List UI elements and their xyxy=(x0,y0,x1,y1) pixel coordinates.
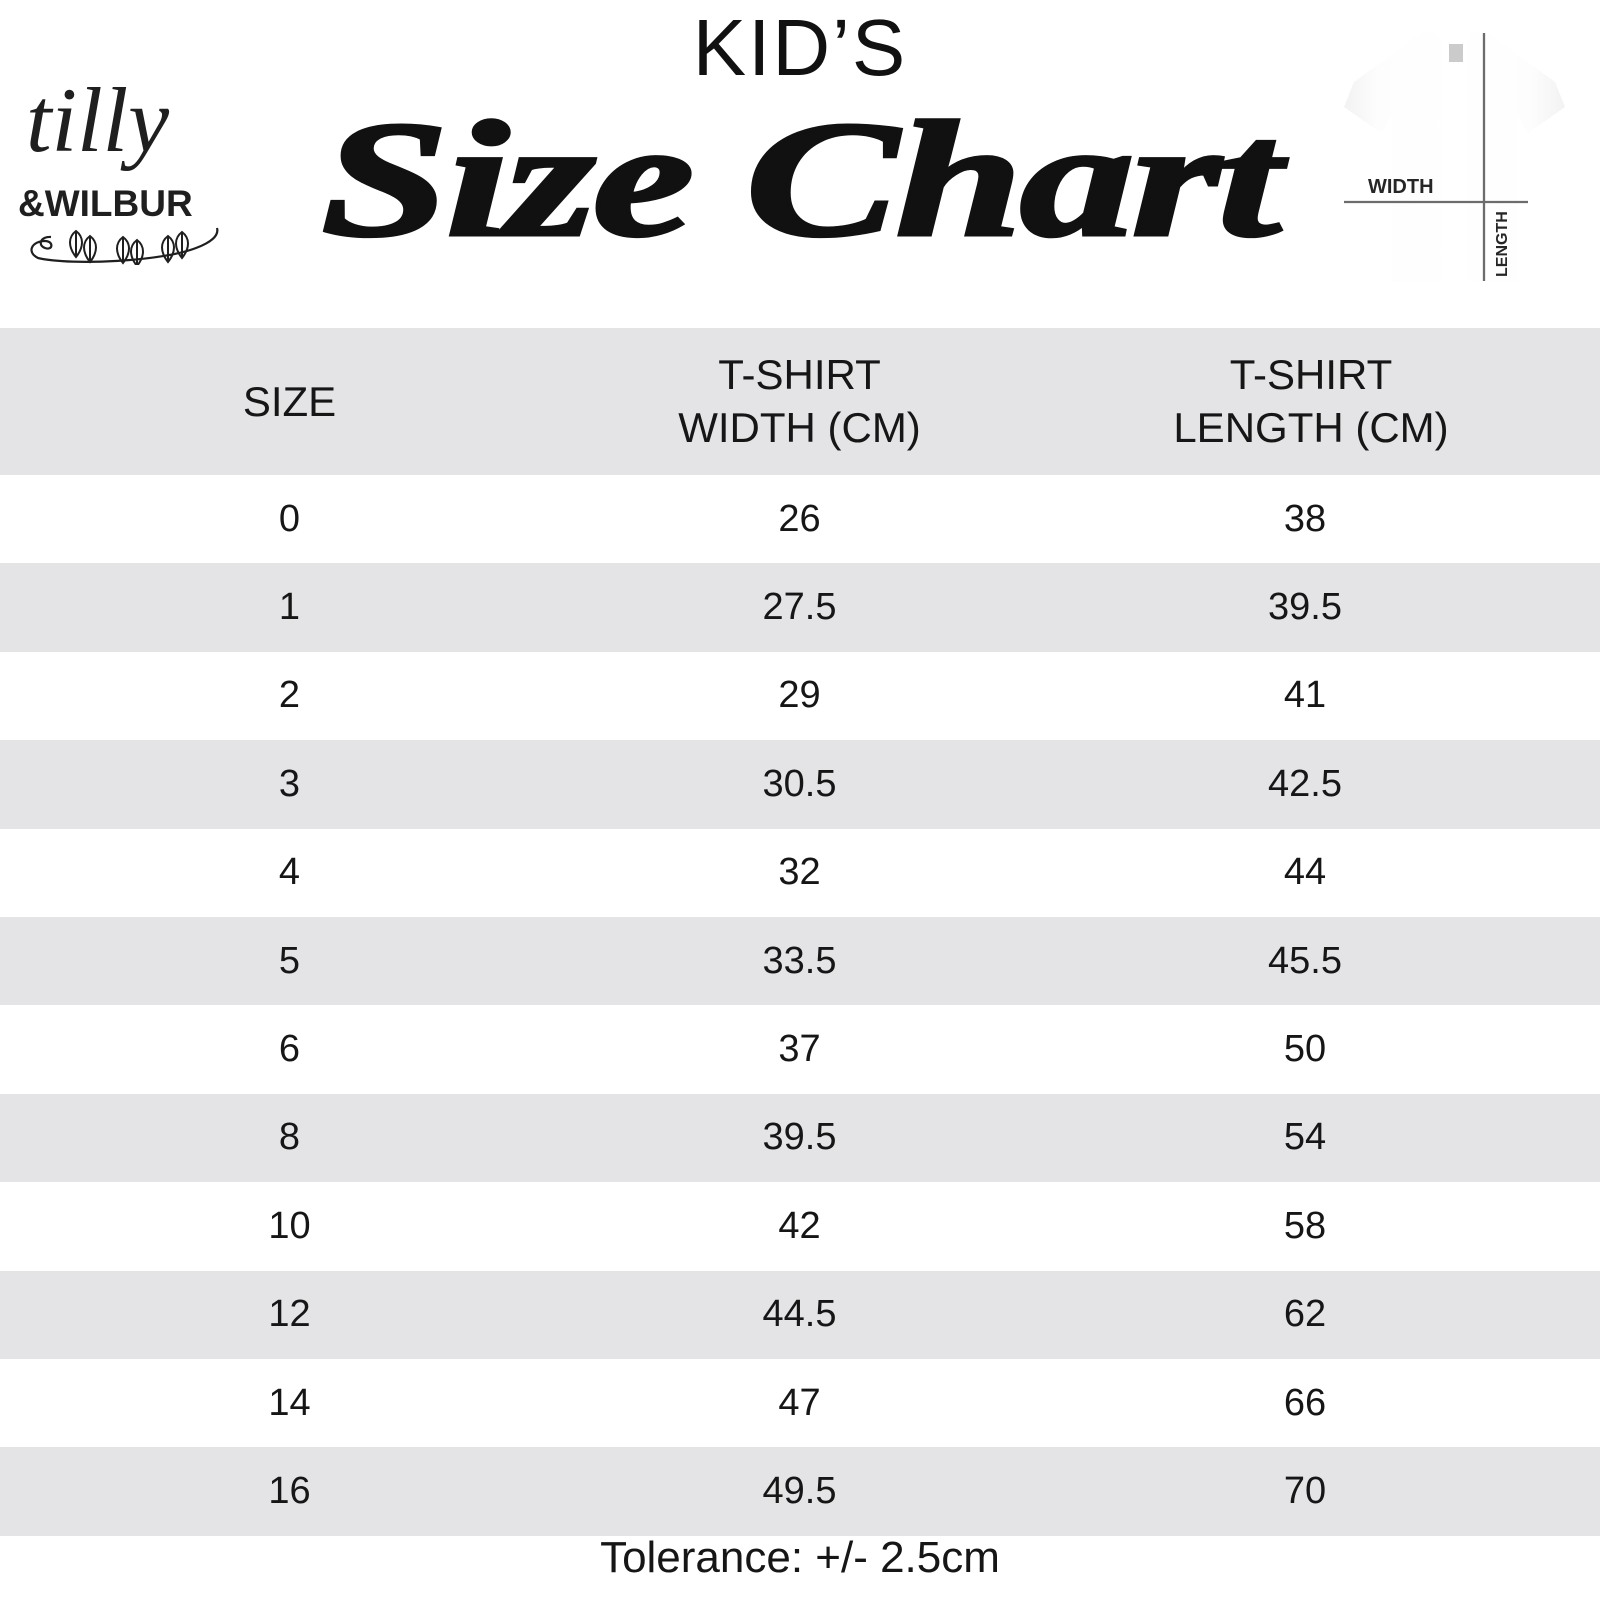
svg-text:WIDTH: WIDTH xyxy=(1368,176,1434,198)
svg-text:LENGTH: LENGTH xyxy=(1494,211,1511,277)
